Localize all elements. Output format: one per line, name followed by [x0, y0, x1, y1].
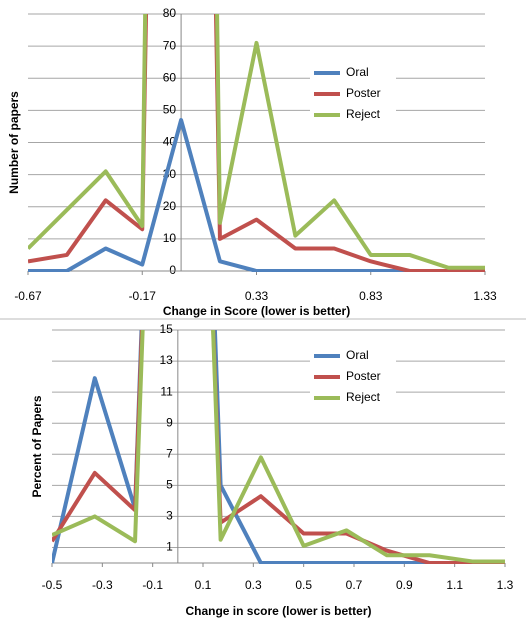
y-axis-title: Percent of Papers	[30, 395, 44, 497]
y-tick-label: 80	[163, 6, 177, 20]
x-tick-label: -0.17	[129, 289, 157, 303]
series-line	[52, 330, 505, 564]
plot-area	[28, 14, 485, 272]
y-tick-label: 20	[163, 199, 177, 213]
x-tick-label: 0.9	[396, 578, 413, 592]
y-axis-title: Number of papers	[7, 91, 21, 194]
plot-area	[52, 330, 505, 564]
legend-label: Reject	[346, 107, 381, 121]
y-tick-label: 60	[163, 70, 177, 84]
x-tick-label: 1.3	[497, 578, 514, 592]
y-tick-label: 15	[159, 322, 173, 336]
x-tick-label: 0.3	[245, 578, 262, 592]
y-tick-label: 5	[166, 478, 173, 492]
x-tick-label: 0.1	[195, 578, 212, 592]
series-line	[52, 330, 505, 564]
y-tick-label: 1	[166, 540, 173, 554]
x-tick-label: -0.5	[42, 578, 63, 592]
y-tick-label: 0	[169, 263, 176, 277]
x-tick-label: -0.1	[142, 578, 163, 592]
x-tick-label: 0.33	[245, 289, 269, 303]
series-line	[28, 14, 485, 270]
y-tick-label: 9	[166, 415, 173, 429]
x-tick-label: 1.33	[473, 289, 497, 303]
x-axis-title: Change in Score (lower is better)	[163, 304, 350, 318]
x-tick-label: 0.5	[295, 578, 312, 592]
x-tick-label: -0.3	[92, 578, 113, 592]
y-tick-label: 50	[163, 103, 177, 117]
y-tick-label: 7	[166, 446, 173, 460]
y-tick-label: 10	[163, 231, 177, 245]
x-tick-label: 0.83	[359, 289, 383, 303]
series-line	[52, 330, 505, 564]
y-tick-label: 3	[166, 509, 173, 523]
legend-label: Poster	[346, 369, 381, 383]
y-tick-label: 13	[159, 353, 173, 367]
series-line	[28, 14, 485, 272]
x-tick-label: 0.7	[346, 578, 363, 592]
x-axis-title: Change in score (lower is better)	[185, 604, 371, 618]
legend-label: Reject	[346, 390, 381, 404]
legend-label: Poster	[346, 86, 381, 100]
x-tick-label: -0.67	[14, 289, 42, 303]
y-tick-label: 70	[163, 38, 177, 52]
legend-label: Oral	[346, 348, 369, 362]
legend-label: Oral	[346, 65, 369, 79]
y-tick-label: 11	[160, 384, 173, 398]
x-tick-label: 1.1	[446, 578, 463, 592]
